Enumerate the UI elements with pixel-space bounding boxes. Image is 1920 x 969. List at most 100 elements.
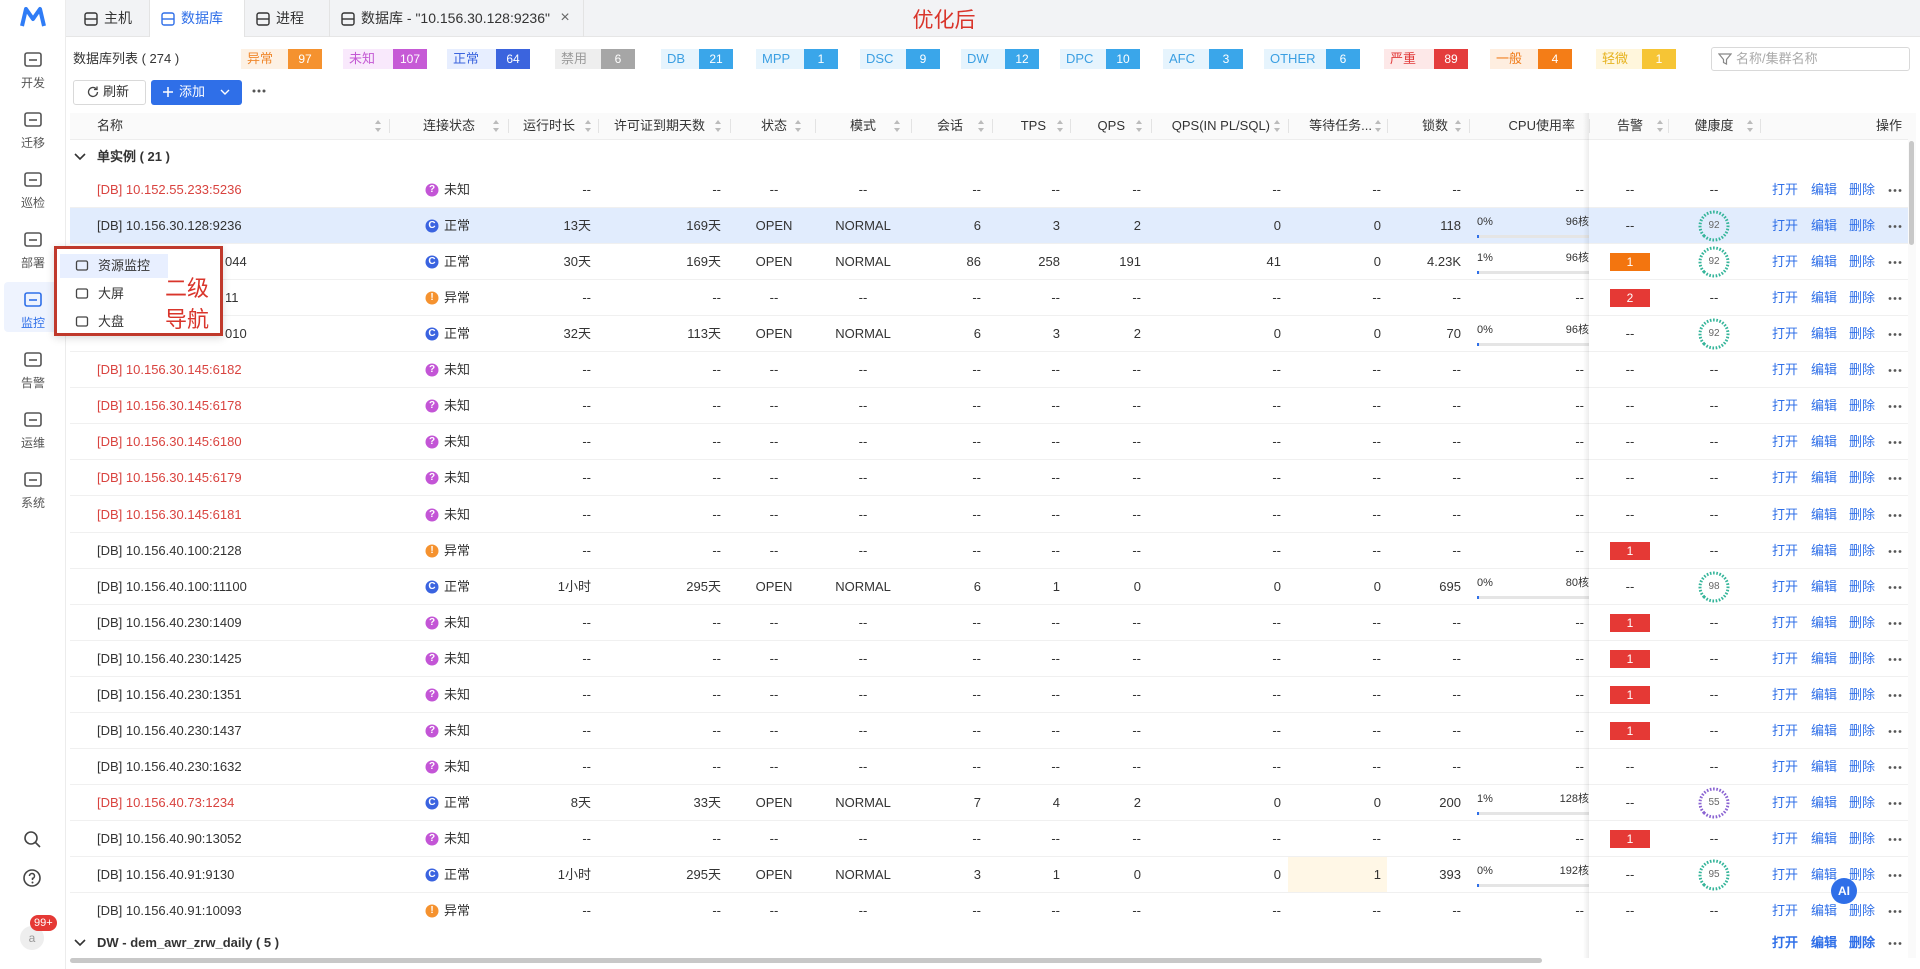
row-name[interactable]: 11: [225, 290, 239, 306]
row-name[interactable]: [DB] 10.156.40.100:11100: [97, 578, 247, 594]
chip-count[interactable]: 1: [804, 49, 838, 69]
table-row[interactable]: [70, 604, 1908, 641]
row-name[interactable]: [DB] 10.156.40.230:1437: [97, 722, 242, 738]
column-header[interactable]: 状态: [760, 118, 787, 133]
row-name[interactable]: [DB] 10.156.40.230:1425: [97, 650, 242, 666]
row-action[interactable]: 打开: [1771, 326, 1798, 342]
row-action[interactable]: 编辑: [1810, 254, 1837, 270]
row-name[interactable]: [DB] 10.156.40.230:1409: [97, 614, 242, 630]
sidebar-item[interactable]: 告警: [20, 376, 45, 390]
sidebar-item[interactable]: 监控: [20, 316, 45, 330]
row-action[interactable]: 编辑: [1810, 326, 1837, 342]
row-action[interactable]: 删除: [1848, 935, 1875, 950]
row-name[interactable]: [DB] 10.156.40.90:13052: [97, 831, 242, 847]
row-action[interactable]: 打开: [1771, 722, 1798, 738]
row-action[interactable]: 打开: [1771, 578, 1798, 594]
chip-count[interactable]: 4: [1538, 49, 1572, 69]
refresh-button[interactable]: [73, 80, 146, 105]
row-action[interactable]: 删除: [1848, 686, 1875, 702]
filter-chip[interactable]: DSC 9: [860, 49, 940, 69]
tab-label[interactable]: 主机: [104, 10, 132, 26]
row-action[interactable]: 删除: [1848, 867, 1875, 883]
row-name[interactable]: [DB] 10.156.40.230:1351: [97, 686, 242, 702]
column-header[interactable]: 告警: [1616, 118, 1643, 133]
row-action[interactable]: 编辑: [1810, 218, 1837, 234]
chip-label[interactable]: 禁用: [561, 51, 588, 66]
chip-count[interactable]: 3: [1209, 49, 1243, 69]
column-header[interactable]: 等待任务...: [1309, 118, 1372, 133]
sidebar-item[interactable]: 运维: [20, 436, 45, 450]
chip-label[interactable]: DPC: [1066, 51, 1094, 66]
table-row[interactable]: [70, 244, 1908, 281]
row-name[interactable]: [DB] 10.156.30.145:6178: [97, 398, 242, 414]
column-header[interactable]: 操作: [1875, 118, 1902, 133]
row-action[interactable]: 打开: [1771, 758, 1798, 774]
table-row[interactable]: [70, 748, 1908, 785]
row-action[interactable]: 编辑: [1810, 903, 1837, 919]
sidebar-item[interactable]: 开发: [20, 76, 45, 90]
column-header[interactable]: 模式: [849, 118, 876, 133]
row-action[interactable]: 编辑: [1810, 722, 1837, 738]
table-row[interactable]: [70, 424, 1908, 461]
chip-label[interactable]: 未知: [349, 51, 376, 66]
row-name[interactable]: [DB] 10.156.40.91:9130: [97, 867, 235, 883]
row-action[interactable]: 删除: [1848, 398, 1875, 414]
table-row[interactable]: [70, 785, 1908, 822]
column-header[interactable]: 健康度: [1694, 118, 1734, 133]
column-header[interactable]: TPS: [1020, 118, 1046, 133]
row-action[interactable]: 编辑: [1810, 935, 1837, 950]
chip-label[interactable]: OTHER: [1270, 51, 1316, 66]
row-action[interactable]: 打开: [1771, 831, 1798, 847]
row-name[interactable]: [DB] 10.156.40.73:1234: [97, 795, 235, 811]
tab-label[interactable]: 数据库: [181, 10, 223, 26]
popup-item[interactable]: 资源监控: [98, 258, 151, 273]
row-action[interactable]: 打开: [1771, 218, 1798, 234]
row-action[interactable]: 编辑: [1810, 795, 1837, 811]
chip-count[interactable]: 10: [1106, 49, 1140, 69]
row-action[interactable]: 编辑: [1810, 182, 1837, 197]
row-name[interactable]: [DB] 10.156.30.128:9236: [97, 218, 242, 234]
row-action[interactable]: 编辑: [1810, 470, 1837, 486]
chip-count[interactable]: 89: [1434, 49, 1468, 69]
row-action[interactable]: 删除: [1848, 903, 1875, 919]
filter-chip[interactable]: DB 21: [661, 49, 733, 69]
tab[interactable]: [330, 0, 584, 37]
table-row[interactable]: [70, 857, 1908, 894]
row-action[interactable]: 打开: [1771, 542, 1798, 558]
chip-label[interactable]: MPP: [762, 51, 791, 66]
column-header[interactable]: QPS: [1097, 118, 1125, 133]
column-header[interactable]: QPS(IN PL/SQL): [1171, 118, 1270, 133]
row-action[interactable]: 打开: [1771, 182, 1798, 197]
row-action[interactable]: 打开: [1771, 398, 1798, 414]
chip-count[interactable]: 12: [1005, 49, 1039, 69]
chip-count[interactable]: 1: [1642, 49, 1676, 69]
column-header[interactable]: 运行时长: [522, 118, 575, 133]
row-action[interactable]: 打开: [1771, 614, 1798, 630]
row-name[interactable]: 010: [225, 326, 247, 342]
chip-label[interactable]: 正常: [453, 51, 480, 66]
column-header[interactable]: 锁数: [1421, 118, 1448, 133]
row-action[interactable]: 删除: [1848, 362, 1875, 378]
chip-label[interactable]: 一般: [1496, 51, 1523, 66]
table-row[interactable]: [70, 496, 1908, 533]
row-action[interactable]: 打开: [1771, 434, 1798, 450]
row-action[interactable]: 编辑: [1810, 831, 1837, 847]
sidebar-item[interactable]: 系统: [20, 496, 45, 510]
row-name[interactable]: [DB] 10.156.30.145:6181: [97, 506, 242, 522]
chip-label[interactable]: 严重: [1390, 51, 1417, 66]
filter-chip[interactable]: 未知 107: [343, 49, 427, 69]
table-row[interactable]: [70, 352, 1908, 389]
row-action[interactable]: 删除: [1848, 722, 1875, 738]
filter-chip[interactable]: DPC 10: [1060, 49, 1140, 69]
h-scrollbar-thumb[interactable]: [70, 958, 1542, 963]
table-row[interactable]: [70, 280, 1908, 317]
table-row[interactable]: [70, 172, 1908, 208]
ai-badge[interactable]: AI: [1831, 878, 1857, 904]
table-row[interactable]: [70, 821, 1908, 858]
table-row[interactable]: [70, 460, 1908, 497]
row-action[interactable]: 删除: [1848, 795, 1875, 811]
filter-chip[interactable]: MPP 1: [756, 49, 838, 69]
chip-label[interactable]: 轻微: [1602, 51, 1629, 66]
table-row[interactable]: [70, 676, 1908, 713]
filter-chip[interactable]: 一般 4: [1490, 49, 1572, 69]
